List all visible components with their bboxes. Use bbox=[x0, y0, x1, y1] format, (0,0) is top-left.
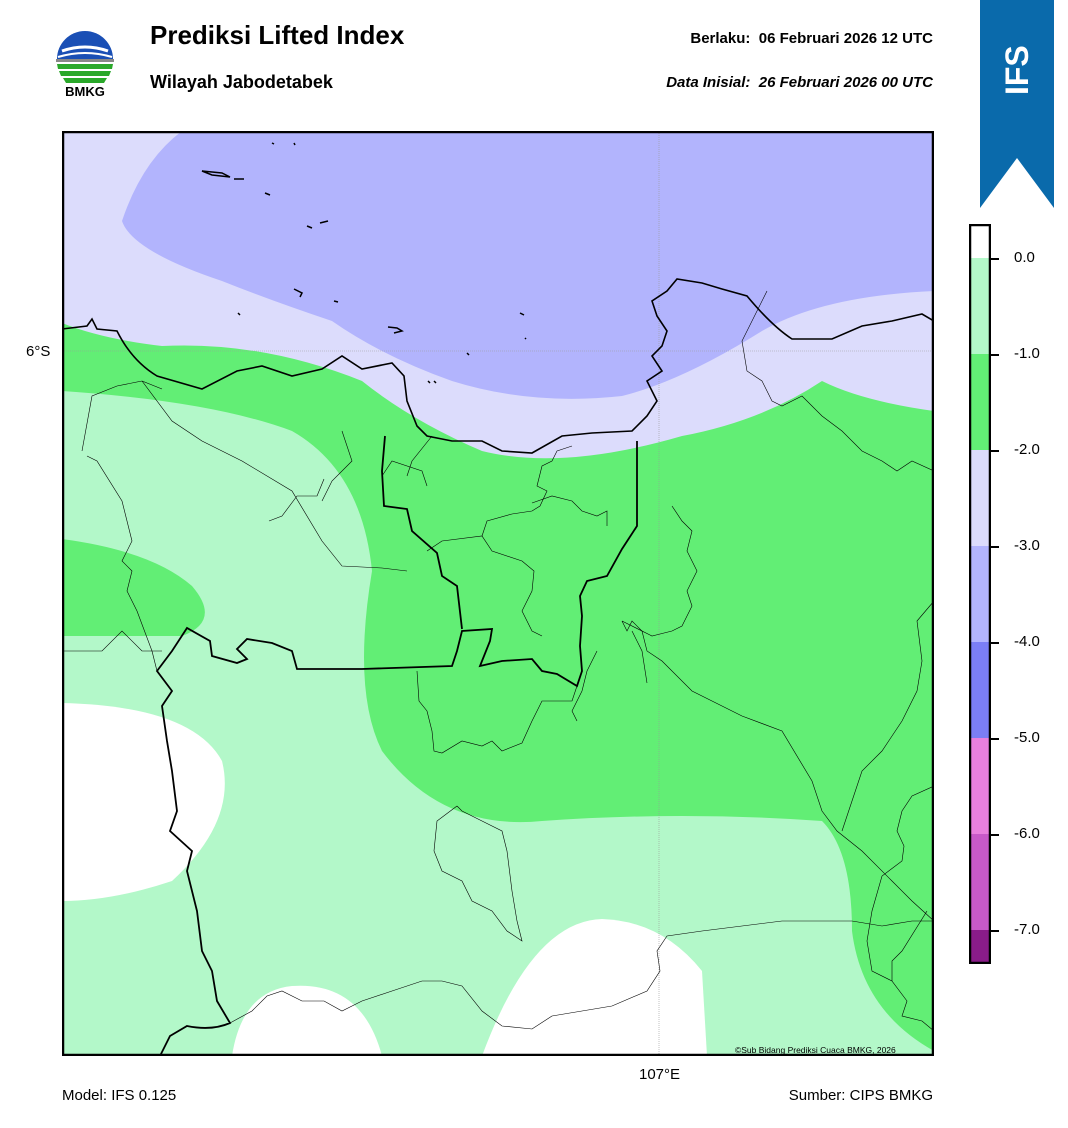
colorbar-segment bbox=[969, 930, 991, 964]
colorbar-label: -7.0 bbox=[1014, 921, 1040, 938]
valid-time: Berlaku: 06 Februari 2026 12 UTC bbox=[690, 30, 933, 47]
colorbar-label: -3.0 bbox=[1014, 537, 1040, 554]
colorbar-segment bbox=[969, 546, 991, 642]
ifs-ribbon bbox=[980, 0, 1054, 208]
colorbar-label: -5.0 bbox=[1014, 729, 1040, 746]
init-time: Data Inisial: 26 Februari 2026 00 UTC bbox=[666, 74, 933, 91]
coastline bbox=[62, 278, 934, 454]
init-value: 26 Februari 2026 00 UTC bbox=[758, 74, 933, 91]
colorbar-label: -2.0 bbox=[1014, 441, 1040, 458]
colorbar bbox=[969, 224, 991, 964]
colorbar-label: 0.0 bbox=[1014, 249, 1035, 266]
field-green bbox=[62, 321, 934, 1051]
logo-text: BMKG bbox=[65, 84, 105, 99]
colorbar-label: -6.0 bbox=[1014, 825, 1040, 842]
map-copyright: ©Sub Bidang Prediksi Cuaca BMKG, 2026 bbox=[735, 1045, 896, 1055]
field-white-west bbox=[62, 703, 225, 901]
colorbar-label: -1.0 bbox=[1014, 345, 1040, 362]
colorbar-tick bbox=[991, 450, 999, 452]
valid-value: 06 Februari 2026 12 UTC bbox=[758, 30, 933, 47]
field-lavender bbox=[122, 131, 934, 399]
colorbar-tick bbox=[991, 738, 999, 740]
colorbar-segment bbox=[969, 258, 991, 354]
province-border bbox=[155, 435, 638, 1056]
source-info: Sumber: CIPS BMKG bbox=[788, 1087, 933, 1104]
lifted-index-map: ©Sub Bidang Prediksi Cuaca BMKG, 2026 bbox=[62, 131, 934, 1056]
colorbar-segment bbox=[969, 642, 991, 738]
colorbar-frame bbox=[969, 224, 991, 964]
bmkg-logo-icon bbox=[56, 31, 114, 83]
colorbar-segment bbox=[969, 450, 991, 546]
colorbar-tick bbox=[991, 834, 999, 836]
model-info: Model: IFS 0.125 bbox=[62, 1087, 177, 1104]
colorbar-segment bbox=[969, 354, 991, 450]
ribbon-label: IFS bbox=[999, 45, 1035, 95]
colorbar-tick bbox=[991, 930, 999, 932]
islands bbox=[201, 142, 527, 384]
colorbar-segment bbox=[969, 224, 991, 258]
colorbar-tick bbox=[991, 642, 999, 644]
lon-label: 107°E bbox=[639, 1066, 681, 1083]
district-borders bbox=[62, 290, 934, 1032]
colorbar-tick bbox=[991, 546, 999, 548]
field-green-west bbox=[62, 539, 205, 636]
field-white-south bbox=[232, 985, 382, 1056]
lat-label: 6°S bbox=[26, 343, 51, 360]
colorbar-tick bbox=[991, 354, 999, 356]
map-frame bbox=[62, 131, 934, 1056]
field-white-southeast bbox=[482, 919, 707, 1056]
colorbar-segment bbox=[969, 834, 991, 930]
page-subtitle: Wilayah Jabodetabek bbox=[150, 72, 333, 92]
init-label: Data Inisial: bbox=[666, 74, 751, 91]
colorbar-tick bbox=[991, 258, 999, 260]
colorbar-label: -4.0 bbox=[1014, 633, 1040, 650]
valid-label: Berlaku: bbox=[690, 30, 751, 47]
colorbar-segment bbox=[969, 738, 991, 834]
page-title: Prediksi Lifted Index bbox=[150, 20, 405, 50]
